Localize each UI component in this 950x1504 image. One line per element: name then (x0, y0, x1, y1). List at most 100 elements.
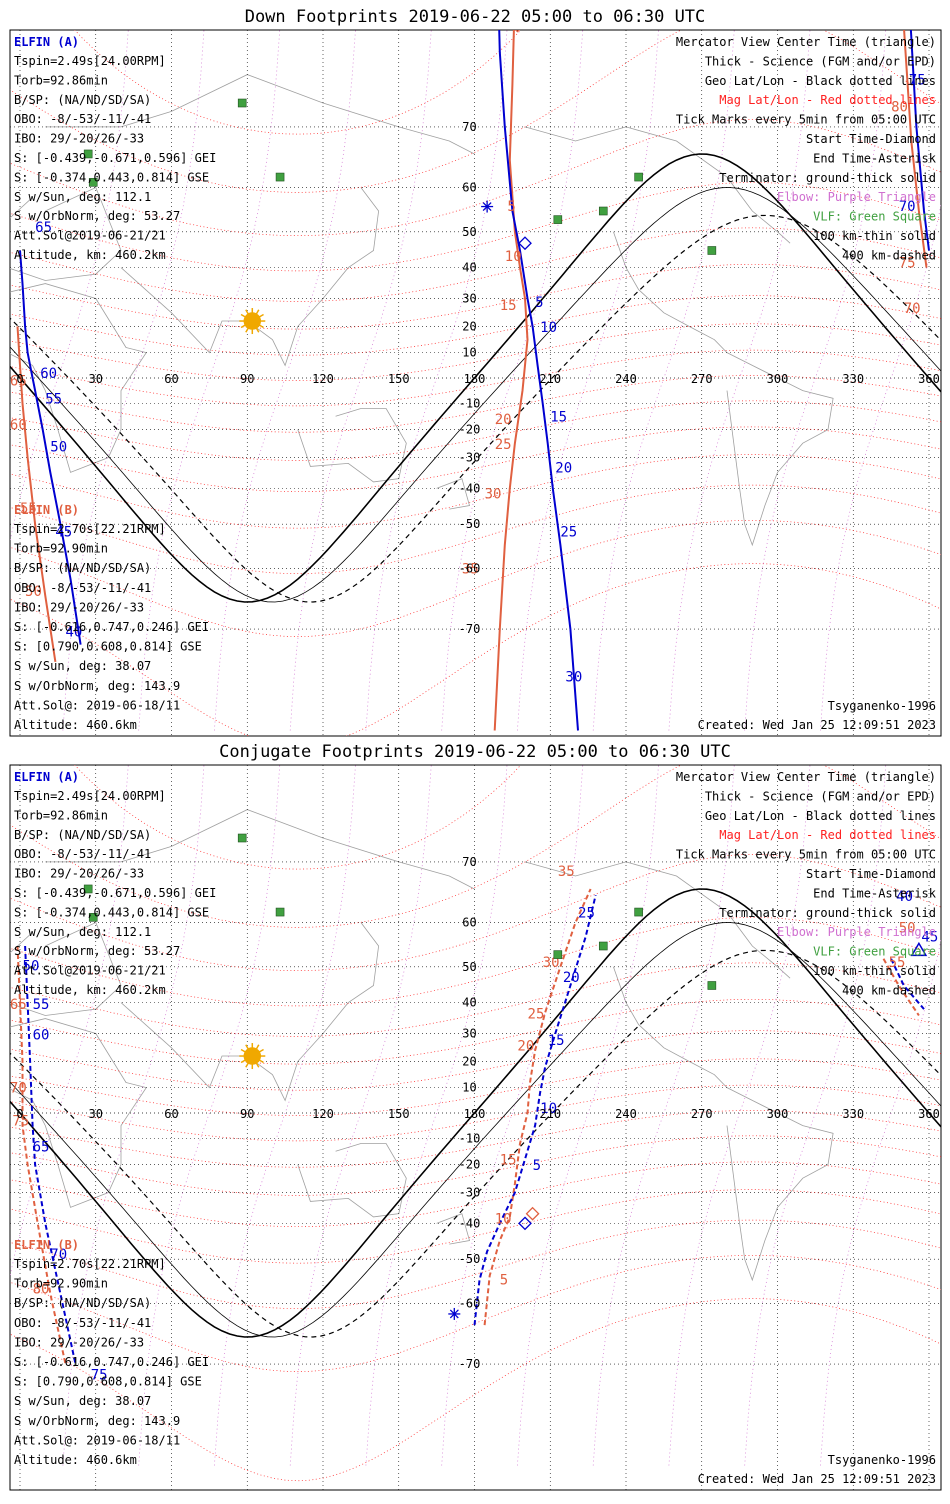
elfin-b-info: B/SP: (NA/ND/SD/SA) (14, 1296, 151, 1310)
y-tick-label: 70 (462, 120, 476, 134)
track-b-tick-label: 20 (517, 1039, 534, 1055)
elfin-b-info: Altitude: 460.6km (14, 1453, 137, 1467)
vlf-site (598, 941, 608, 951)
x-tick-label: 330 (842, 1107, 864, 1121)
track-b-tick-label: 20 (495, 412, 512, 428)
legend-entry: Terminator: ground-thick solid (719, 171, 936, 185)
y-tick-label: -70 (459, 1357, 481, 1371)
elfin-b-track-west (16, 326, 57, 663)
elfin-b-info: S: [-0.616,0.747,0.246] GEI (14, 1355, 209, 1369)
y-tick-label: -30 (459, 1185, 481, 1199)
elfin-a-info: Altitude, km: 460.2km (14, 983, 166, 997)
track-a-tick-label: 40 (65, 625, 82, 641)
elfin-a-info: OBO: -8/-53/-11/-41 (14, 112, 151, 126)
elfin-b-info: IBO: 29/-20/26/-33 (14, 1335, 144, 1349)
legend-entry: Elbow: Purple Triangle (777, 925, 936, 939)
down-footprints-panel: 8551015202530656055504540757051015202530… (9, 29, 942, 737)
elfin-b-track-west (16, 945, 67, 1365)
elfin-a-track-west (19, 250, 82, 645)
vlf-site (88, 913, 98, 922)
track-b-tick-label: 60 (10, 418, 27, 434)
panel-title: Conjugate Footprints 2019-06-22 05:00 to… (219, 742, 731, 762)
coastline (436, 478, 471, 510)
vlf-site (553, 215, 563, 224)
x-tick-label: 150 (388, 372, 410, 386)
legend-entry: VLF: Green Square (813, 945, 936, 959)
sun-ray (258, 1048, 264, 1053)
x-tick-label: 270 (691, 1107, 713, 1121)
elfin-a-info: S: [-0.439,-0.671,0.596] GEI (14, 151, 216, 165)
vlf-site (598, 206, 608, 216)
x-tick-label: 300 (767, 1107, 789, 1121)
x-tick-label: 270 (691, 372, 713, 386)
x-tick-label: 60 (164, 1107, 178, 1121)
track-b-tick-label: 50 (25, 584, 42, 600)
start-diamond (514, 30, 520, 33)
track-a-tick-label: 50 (50, 440, 67, 456)
elfin-a-track-west (24, 945, 77, 1365)
track-a-tick-label: 60 (33, 1027, 50, 1043)
plot-area: 8551015202530656055504540757051015202530… (10, 30, 941, 736)
geo-grid (10, 765, 941, 1490)
elfin-b-info: Att.Sol@: 2019-06-18/11 (14, 698, 180, 712)
legend-entry: End Time-Asterisk (813, 886, 937, 900)
elfin-b-label: ELFIN (B) (14, 503, 79, 517)
y-tick-label: 50 (462, 225, 476, 239)
track-a-tick-label: 40 (896, 889, 913, 905)
elfin-b-info: Att.Sol@: 2019-06-18/11 (14, 1433, 180, 1447)
track-a-tick-label: 65 (35, 220, 52, 236)
track-a-tick-label: 25 (578, 905, 595, 921)
elfin-b-info: Torb=92.90min (14, 1277, 108, 1291)
sun-ray (245, 327, 249, 333)
coastline (436, 1213, 471, 1245)
elfin-b-info: Tspin=2.70s[22.21RPM] (14, 522, 166, 536)
elfin-a-track (473, 894, 597, 1326)
sun-disk (243, 1047, 262, 1065)
track-b-tick-label: 80 (891, 99, 908, 115)
model-label: Tsyganenko-1996 (828, 1453, 936, 1467)
legend-entry: 100 km-thin solid (813, 229, 936, 243)
elfin-a-info: S: [-0.374,0.443,0.814] GSE (14, 170, 209, 184)
elfin-a-info: OBO: -8/-53/-11/-41 (14, 847, 151, 861)
legend-entry: End Time-Asterisk (813, 151, 937, 165)
track-a-tick-label: 45 (921, 930, 938, 946)
x-tick-label: 240 (615, 1107, 637, 1121)
panel-title: Down Footprints 2019-06-22 05:00 to 06:3… (245, 7, 706, 27)
track-b-tick-label: 55 (889, 955, 906, 971)
track-b-tick-label: 70 (904, 301, 921, 317)
coastline (120, 922, 380, 1102)
track-b-tick-label: 15 (500, 1153, 517, 1169)
sun-ray (245, 1044, 249, 1050)
vlf-site (634, 907, 643, 917)
elfin-a-info: B/SP: (NA/ND/SD/SA) (14, 828, 151, 842)
track-a-tick-label: 25 (560, 524, 577, 540)
elfin-b-info: S: [-0.616,0.747,0.246] GEI (14, 620, 209, 634)
track-a-tick-label: 70 (899, 199, 916, 215)
legend-entry: Elbow: Purple Triangle (777, 190, 936, 204)
conjugate-footprints-panel: 2520151055055606570754540353025201510565… (9, 764, 942, 1491)
coastline (10, 921, 122, 1016)
legend-entry: Terminator: ground-thick solid (719, 906, 936, 920)
y-tick-label: 60 (462, 915, 476, 929)
elfin-b-track-east (903, 30, 928, 268)
elfin-b-track-east (882, 958, 920, 1017)
vlf-site (275, 172, 285, 182)
elfin-a-info: S: [-0.439,-0.671,0.596] GEI (14, 886, 216, 900)
mag-parallel (10, 1189, 941, 1264)
legend-entry: 400 km-dashed (842, 248, 936, 262)
legend-entry: Mag Lat/Lon - Red dotted lines (719, 93, 936, 107)
x-tick-label: 90 (240, 1107, 254, 1121)
elfin-b-info: IBO: 29/-20/26/-33 (14, 600, 144, 614)
terminator-100km (10, 187, 941, 603)
terminator-400km (10, 214, 941, 603)
plot-area: 2520151055055606570754540353025201510565… (10, 765, 941, 1490)
y-tick-label: 30 (462, 292, 476, 306)
y-tick-label: 10 (462, 1081, 476, 1095)
track-a-tick-label: 30 (565, 669, 582, 685)
coastline (726, 352, 834, 547)
x-tick-label: 30 (89, 1107, 103, 1121)
mag-parallel (74, 765, 522, 870)
y-tick-label: -10 (459, 1131, 481, 1145)
track-b-tick-label: 80 (33, 1282, 50, 1298)
